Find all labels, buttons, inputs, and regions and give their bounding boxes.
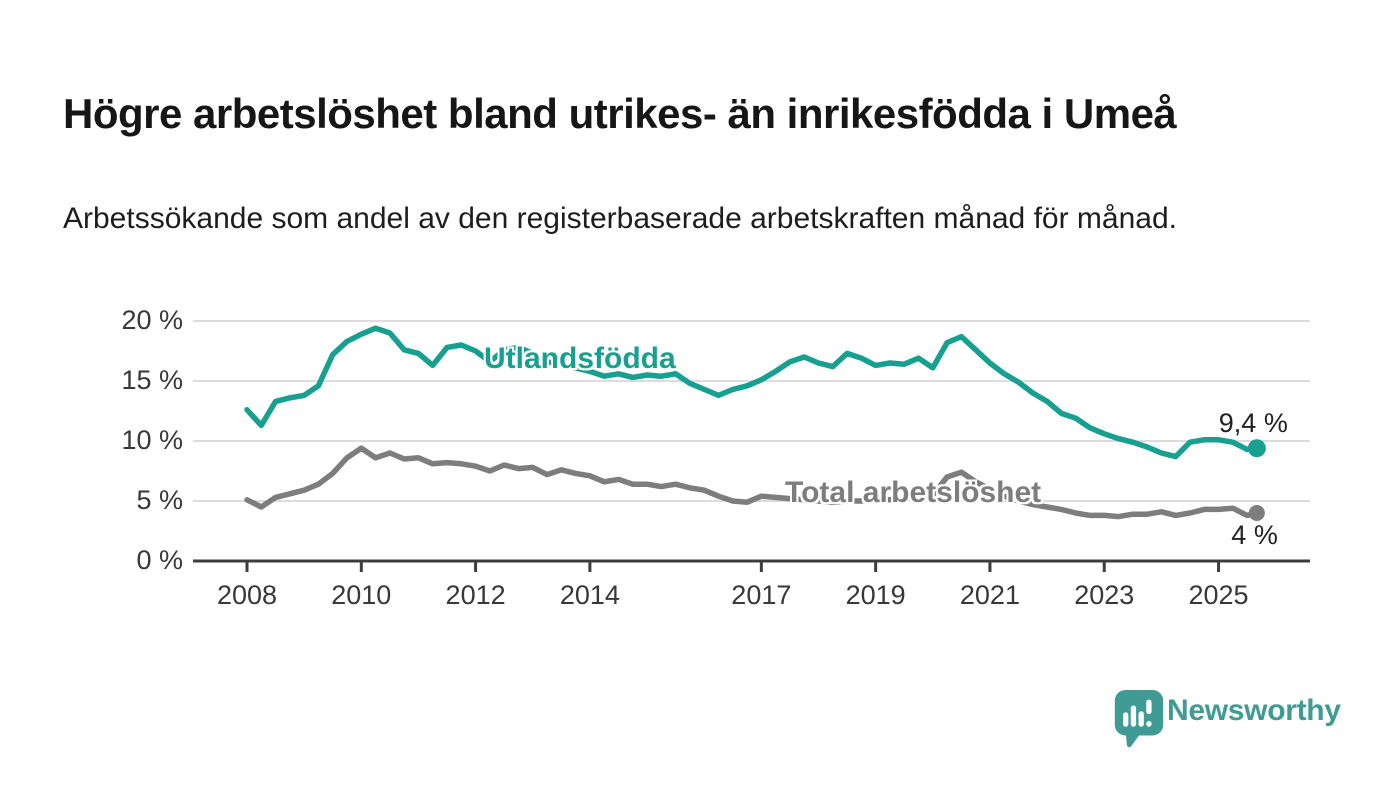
- end-value-label-utlandsfodda: 9,4 %: [1218, 408, 1288, 439]
- y-tick-label: 10 %: [121, 425, 183, 455]
- y-tick-label: 15 %: [121, 365, 183, 395]
- series-label-utlandsfodda: Utlandsfödda: [484, 342, 676, 375]
- x-tick-label: 2010: [331, 580, 392, 610]
- newsworthy-logo-text: Newsworthy: [1167, 694, 1341, 727]
- series-end-dot-utlandsfodda: [1247, 439, 1266, 458]
- y-tick-label: 0 %: [136, 545, 183, 575]
- x-tick-label: 2023: [1074, 580, 1135, 610]
- chart-subtitle: Arbetssökande som andel av den registerb…: [63, 202, 1177, 235]
- page-title: Högre arbetslöshet bland utrikes- än inr…: [63, 90, 1177, 138]
- bar-chart-glyph: [1123, 699, 1152, 727]
- series-line-total: [244, 445, 1260, 520]
- x-tick-label: 2017: [731, 580, 792, 610]
- newsworthy-logo-icon: [1114, 689, 1164, 748]
- x-tick-label: 2021: [959, 580, 1020, 610]
- y-tick-label: 5 %: [136, 485, 183, 515]
- x-tick-label: 2012: [445, 580, 506, 610]
- end-value-label-total: 4 %: [1231, 520, 1278, 550]
- series-label-total-arbetsloshet: Total arbetslöshet: [785, 476, 1042, 509]
- y-tick-label: 20 %: [121, 305, 183, 335]
- x-tick-label: 2019: [845, 580, 906, 610]
- series-end-dot-total: [1248, 505, 1265, 521]
- series-line-utlandsfodda: [244, 325, 1260, 460]
- x-tick-label: 2014: [559, 580, 620, 610]
- x-tick-label: 2025: [1188, 580, 1249, 610]
- x-tick-label: 2008: [216, 580, 278, 610]
